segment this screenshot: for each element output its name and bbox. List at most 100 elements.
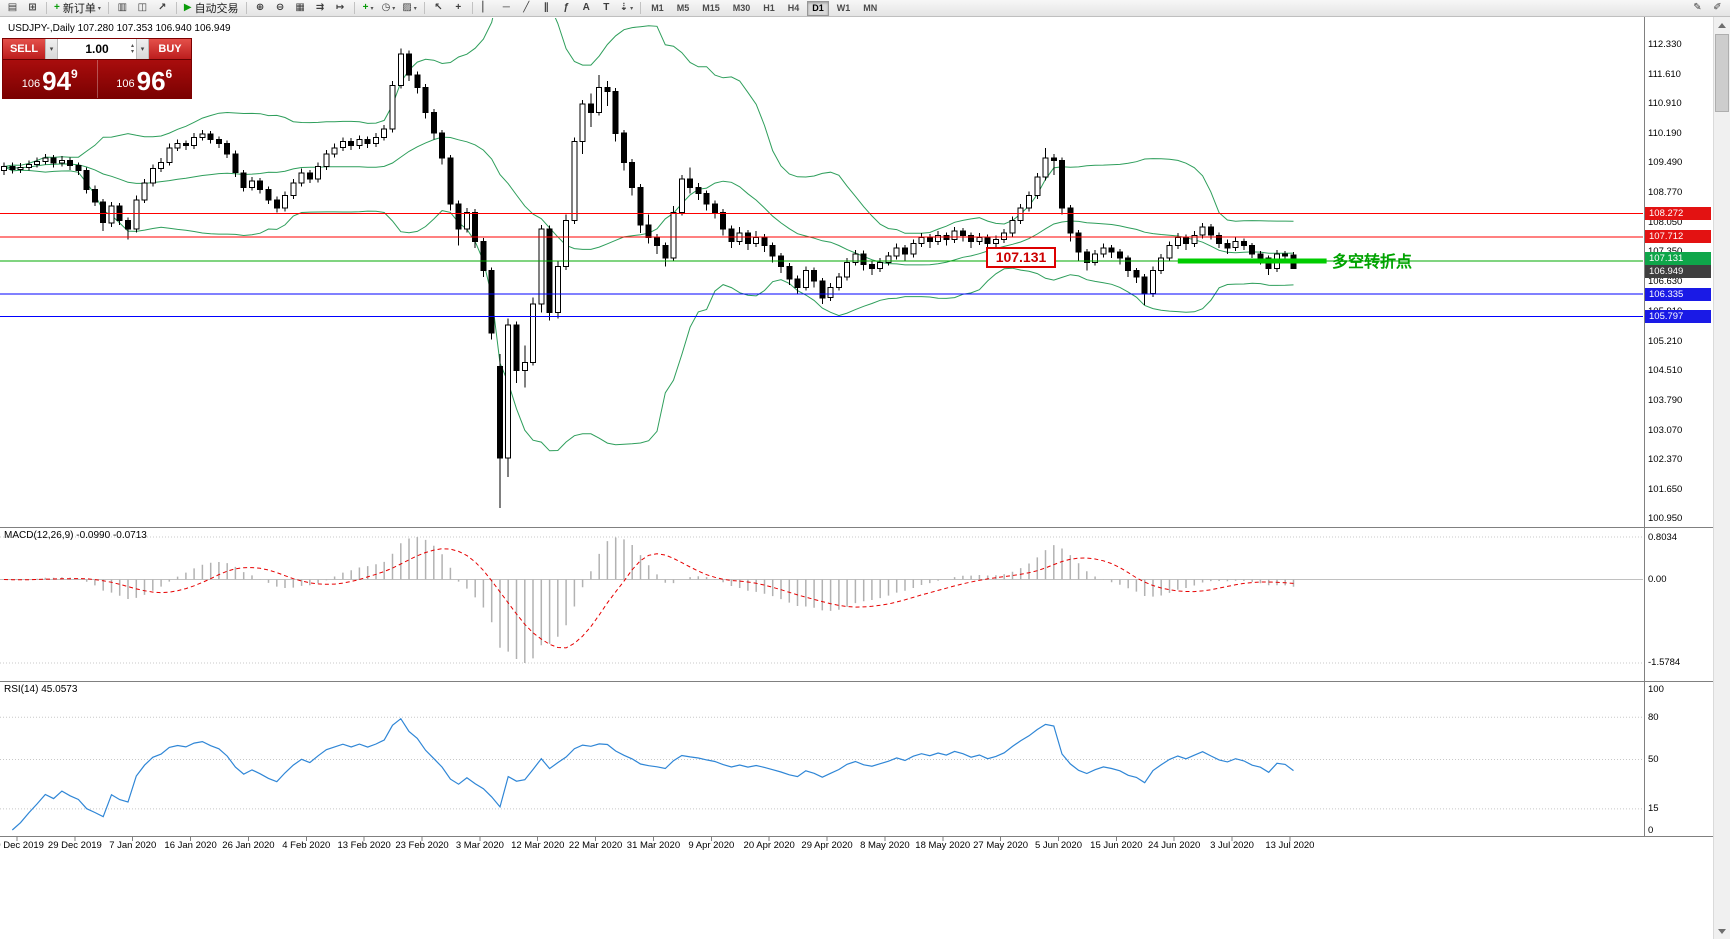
price-axis-label: 104.510: [1648, 364, 1683, 376]
spinner-down-icon[interactable]: ▾: [130, 49, 134, 55]
price-axis-label: 110.910: [1648, 98, 1682, 110]
price-axis-badge: 106.335: [1645, 287, 1711, 301]
periods-icon[interactable]: ◷ ▾: [379, 1, 399, 16]
bid-price-sup: 9: [71, 67, 78, 81]
date-label: 18 May 2020: [915, 840, 971, 851]
sell-dropdown-caret-icon[interactable]: ▾: [45, 39, 58, 59]
scrollbar-down-button[interactable]: [1714, 923, 1730, 939]
auto-scroll-icon[interactable]: ⇉: [311, 1, 330, 16]
trendline-icon-glyph: ╱: [523, 2, 530, 13]
vertical-line-icon[interactable]: ▏: [477, 1, 496, 16]
tile-windows-icon[interactable]: ▦: [291, 1, 310, 16]
price-axis-label: 110.190: [1648, 128, 1682, 140]
autotrading-button[interactable]: ▶ 自动交易: [181, 1, 242, 16]
price-axis-label: 101.650: [1648, 483, 1683, 495]
zoom-out-icon[interactable]: ⊖: [271, 1, 290, 16]
price-axis-label: 105.210: [1648, 335, 1683, 347]
scrollbar-thumb[interactable]: [1715, 34, 1729, 112]
date-label: 27 May 2020: [973, 840, 1029, 851]
price-axis-label: 106.630: [1648, 276, 1683, 288]
bid-price[interactable]: 106 94 9: [3, 60, 98, 98]
timeframe-h4-button[interactable]: H4: [787, 3, 800, 13]
trade-panel-prices: 106 94 9 106 96 6: [3, 59, 191, 98]
sell-button[interactable]: SELL: [3, 39, 45, 59]
time-axis-ticks: [16, 836, 1291, 841]
charts-window-icon[interactable]: ▤: [3, 1, 22, 16]
timeframe-d1-button[interactable]: D1: [807, 0, 829, 16]
date-label: 26 Jan 2020: [222, 840, 275, 851]
macd-axis-label: 0.00: [1648, 574, 1667, 585]
caret-down-icon: ▾: [630, 5, 634, 12]
toolbar-separator: [245, 2, 247, 14]
date-label: 20 Apr 2020: [743, 840, 795, 851]
indicators-icon[interactable]: + ▾: [359, 1, 378, 16]
candlestick-chart-icon[interactable]: ◫: [133, 1, 152, 16]
timeframe-m1-button[interactable]: M1: [651, 3, 664, 13]
timeframe-w1-button[interactable]: W1: [836, 3, 851, 13]
macd-indicator: [0, 536, 1643, 664]
text-icon[interactable]: A: [577, 1, 596, 16]
cursor-icon[interactable]: ↖: [429, 1, 448, 16]
rsi-axis-label: 50: [1648, 754, 1659, 765]
chart-shift-icon[interactable]: ↦: [331, 1, 350, 16]
trendline-icon[interactable]: ╱: [517, 1, 536, 16]
arrows-icon[interactable]: ⇣ ▾: [617, 1, 636, 16]
horizontal-line-icon[interactable]: ─: [497, 1, 516, 16]
templates-icon[interactable]: ▨ ▾: [399, 1, 419, 16]
scrollbar-up-button[interactable]: [1714, 17, 1730, 33]
price-axis-badge: 107.131: [1645, 251, 1711, 265]
zoom-in-icon-glyph: ⊕: [255, 2, 265, 13]
buy-button[interactable]: BUY: [149, 39, 191, 59]
zoom-in-icon[interactable]: ⊕: [251, 1, 270, 16]
rsi-line: [11, 717, 1294, 831]
price-axis-label: 103.790: [1648, 394, 1683, 406]
new-order-button-label: 新订单: [62, 3, 96, 15]
rsi-axis-label: 100: [1648, 683, 1664, 695]
price-axis-label: 100.950: [1648, 512, 1683, 524]
buy-dropdown-caret-icon[interactable]: ▾: [136, 39, 149, 59]
text-label-icon[interactable]: T: [597, 1, 616, 16]
toolbar-separator: [107, 2, 109, 14]
date-label: 9 Apr 2020: [688, 840, 735, 851]
brush-icon[interactable]: ✐: [1708, 1, 1727, 16]
date-label: 12 Mar 2020: [511, 840, 565, 851]
timeframe-m30-button[interactable]: M30: [732, 3, 751, 13]
channel-icon[interactable]: ∥: [537, 1, 556, 16]
timeframe-m5-button[interactable]: M5: [676, 3, 690, 13]
price-axis-label: 103.070: [1648, 424, 1683, 436]
pencil-icon[interactable]: ✎: [1688, 1, 1707, 16]
timeframe-h1-button[interactable]: H1: [763, 3, 775, 13]
timeframe-mn-button[interactable]: MN: [863, 3, 878, 13]
date-label: 29 Apr 2020: [801, 840, 853, 851]
periods-icon-glyph: ◷: [381, 2, 391, 13]
date-label: 23 Feb 2020: [395, 840, 449, 851]
panel-separators: [0, 17, 1713, 837]
one-click-trade-panel: SELL ▾ 1.00 ▴ ▾ ▾ BUY 106 94 9 106 96 6: [2, 38, 192, 99]
crosshair-icon[interactable]: +: [449, 1, 468, 16]
fibonacci-icon[interactable]: ƒ: [557, 1, 576, 16]
chart-shift-icon-glyph: ↦: [335, 2, 345, 13]
scrollbar[interactable]: [1713, 17, 1730, 939]
bar-chart-icon[interactable]: ▥: [113, 1, 132, 16]
toolbar-separator: [175, 2, 177, 14]
line-chart-icon[interactable]: ↗: [153, 1, 172, 16]
date-label: 19 Dec 2019: [0, 840, 44, 851]
line-chart-icon-glyph: ↗: [158, 2, 167, 13]
price-axis-label: 109.490: [1648, 157, 1683, 169]
spinner-up-icon[interactable]: ▴: [130, 43, 134, 49]
new-order-button[interactable]: + 新订单 ▾: [51, 1, 104, 16]
rsi-indicator: [0, 716, 1643, 831]
cursor-icon-glyph: ↖: [434, 2, 443, 13]
ask-price[interactable]: 106 96 6: [98, 60, 192, 98]
volume-field[interactable]: 1.00 ▴ ▾: [58, 39, 136, 59]
brush-icon-glyph: ✐: [1713, 2, 1722, 13]
date-label: 4 Feb 2020: [282, 840, 331, 851]
zoom-box-icon[interactable]: ⊞: [23, 1, 42, 16]
rsi-indicator-label: RSI(14) 45.0573: [4, 684, 78, 695]
timeframe-m15-button[interactable]: M15: [702, 3, 720, 13]
volume-spinner[interactable]: ▴ ▾: [131, 39, 134, 59]
text-icon-glyph: A: [582, 2, 590, 13]
date-label: 22 Mar 2020: [568, 840, 623, 851]
toolbar-separator: [471, 2, 473, 14]
